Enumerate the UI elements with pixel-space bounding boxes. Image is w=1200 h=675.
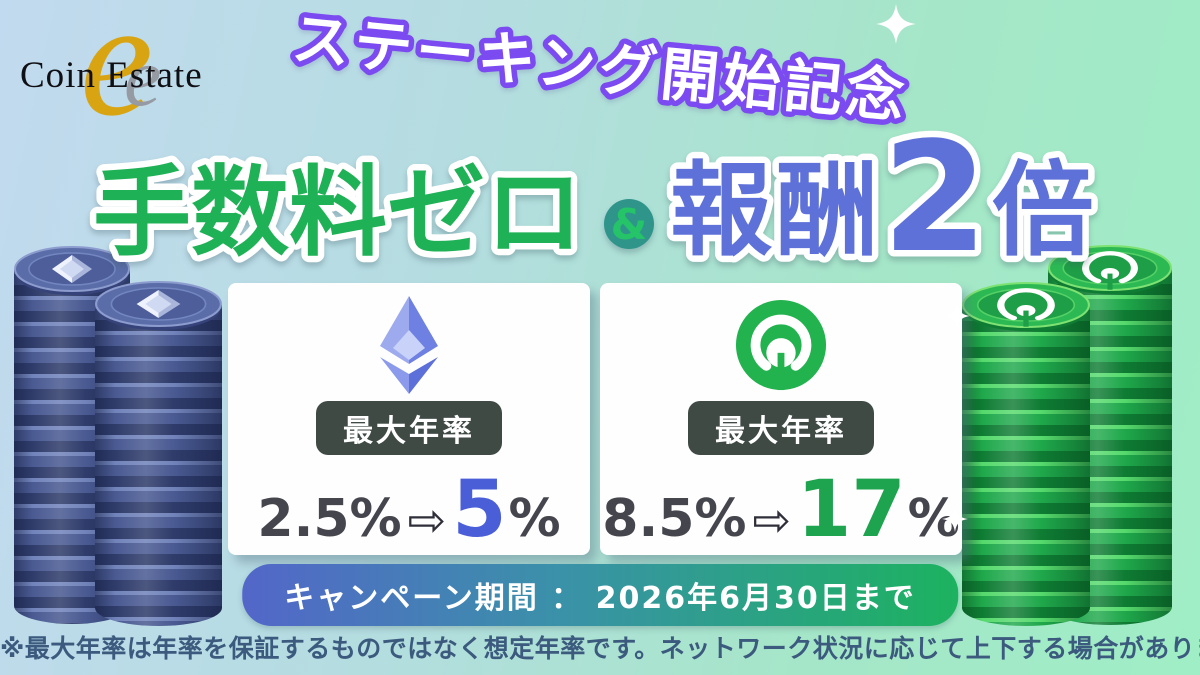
sparkle-icon [942, 506, 968, 532]
coin-stack-body [962, 306, 1090, 626]
rate-from: 8.5% [602, 489, 747, 549]
brand-logo-gold-e-icon: e [80, 0, 154, 150]
max-rate-badge: 最大年率 [688, 401, 874, 455]
arrow-right-icon: ⇨ [752, 493, 792, 547]
green-coin-cap [962, 282, 1090, 331]
disclaimer-text: ※最大年率は年率を保証するものではなく想定年率です。ネットワーク状況に応じて上下… [0, 634, 1200, 663]
headline-right-number: 2 [882, 130, 992, 285]
headline-left-text: 手数料ゼロ [93, 156, 583, 270]
headline-right-suffix: 倍 [992, 152, 1098, 271]
brand-logo-gray-e-icon: e [124, 31, 162, 124]
rate-row: 8.5% ⇨17% [602, 465, 959, 555]
headline-right-text: 報酬2倍 [670, 130, 1098, 285]
ethereum-emblem-icon [136, 290, 181, 318]
eth-rate-card: 最大年率 2.5% ⇨5% [228, 283, 590, 555]
brand-name: Coin Estate [20, 55, 203, 96]
max-rate-badge: 最大年率 [316, 401, 502, 455]
arrow-right-icon: ⇨ [407, 493, 447, 547]
coin-stack-body [95, 305, 222, 626]
blue-coin-cap [95, 281, 222, 330]
card-icon-row [734, 291, 828, 399]
blue-coin-stack-front [95, 281, 222, 626]
sparkle-icon [944, 303, 970, 329]
campaign-ribbon: ステーキング開始記念 [284, 0, 917, 137]
coin-arc-emblem-icon [997, 288, 1055, 327]
green-coin-stack-front [962, 282, 1090, 626]
rate-to: 17 [797, 465, 906, 555]
ethereum-icon [380, 296, 438, 394]
blue-coin-cap [14, 246, 130, 295]
coin-arc-icon [735, 299, 827, 391]
rate-cards: 最大年率 2.5% ⇨5% 最大年率 8.5% ⇨17% [228, 283, 962, 555]
green-coin-cap [1048, 245, 1172, 294]
brand-logo: e e Coin Estate [20, 0, 250, 141]
rate-to: 5 [452, 465, 507, 555]
campaign-period-text: キャンペーン期間 ： 2026年6月30日まで [284, 581, 916, 616]
headline-right-prefix: 報酬 [670, 152, 882, 271]
campaign-period-pill: キャンペーン期間 ： 2026年6月30日まで [242, 564, 958, 626]
arc-coin-rate-card: 最大年率 8.5% ⇨17% [600, 283, 962, 555]
headline: 手数料ゼロ & 報酬2倍 [86, 130, 1100, 285]
percent-sign: % [508, 489, 561, 549]
rate-from: 2.5% [257, 489, 402, 549]
coin-arc-emblem-icon [1082, 251, 1138, 290]
amp-circle [604, 199, 654, 249]
amp-text: & [611, 200, 648, 249]
sparkle-icon [876, 4, 916, 44]
card-icon-row [379, 291, 439, 399]
campaign-ribbon-text: ステーキング開始記念 [289, 5, 911, 132]
ethereum-emblem-icon [52, 255, 92, 283]
rate-row: 2.5% ⇨5% [257, 465, 560, 555]
